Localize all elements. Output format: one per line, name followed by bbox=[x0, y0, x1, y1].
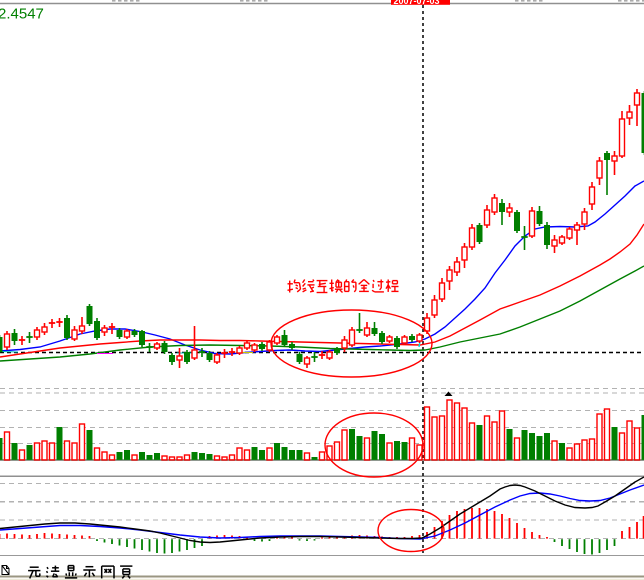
svg-text:2007-07-03: 2007-07-03 bbox=[394, 0, 440, 6]
svg-text:2.4547: 2.4547 bbox=[0, 6, 44, 23]
